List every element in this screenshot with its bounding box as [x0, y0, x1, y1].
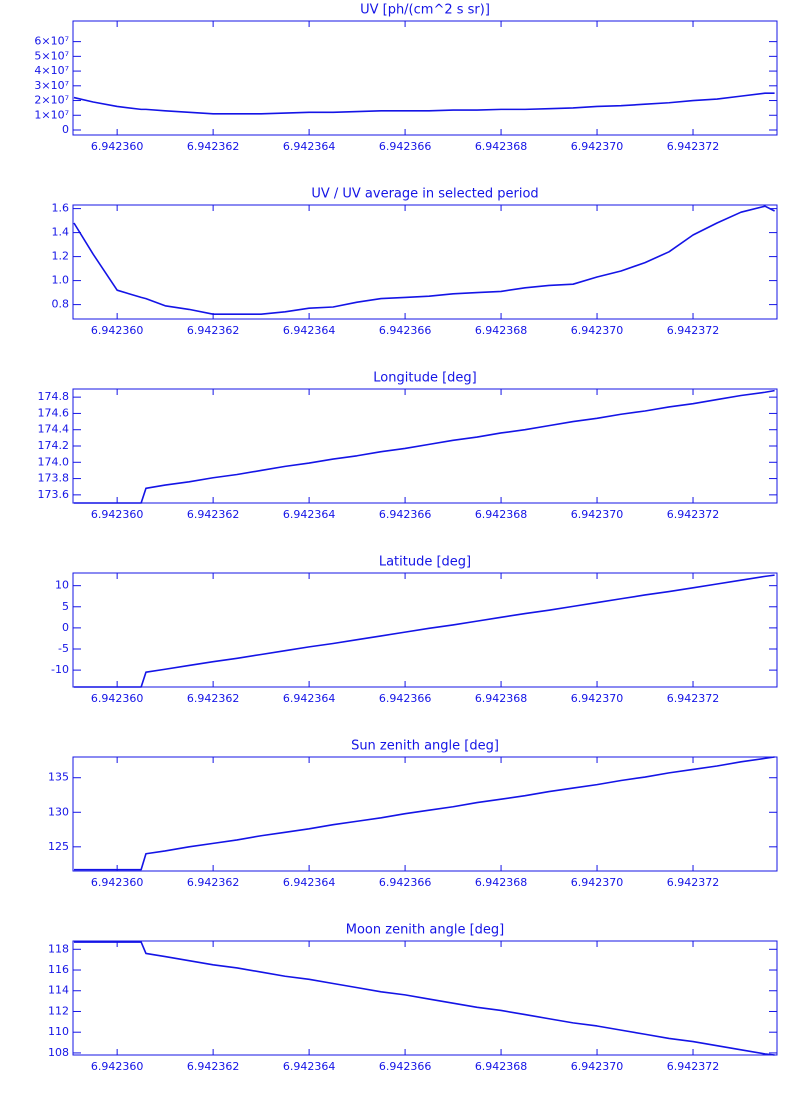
y-tick-label: 125 [48, 840, 69, 853]
x-tick-label: 6.942372 [667, 140, 720, 153]
x-tick-label: 6.942362 [187, 692, 240, 705]
y-tick-label: 0.8 [52, 298, 70, 311]
y-tick-label: 108 [48, 1046, 69, 1059]
plot-frame [72, 756, 778, 872]
x-tick-label: 6.942364 [283, 876, 336, 889]
y-tick-label: 1.2 [52, 250, 70, 263]
x-tick-label: 6.942360 [91, 324, 144, 337]
x-tick-label: 6.942366 [379, 876, 432, 889]
x-tick-label: 6.942366 [379, 1060, 432, 1073]
x-tick-label: 6.942370 [571, 508, 624, 521]
panel-title: UV [ph/(cm^2 s sr)] [360, 3, 490, 18]
y-tick-label: 130 [48, 805, 69, 818]
y-tick-label: 174.0 [38, 455, 70, 468]
x-tick-label: 6.942364 [283, 140, 336, 153]
y-tick-label: 2×10⁷ [34, 94, 69, 107]
x-tick-label: 6.942362 [187, 508, 240, 521]
y-tick-label: 1.4 [52, 226, 70, 239]
x-tick-label: 6.942360 [91, 1060, 144, 1073]
data-line [73, 205, 775, 315]
x-tick-label: 6.942370 [571, 140, 624, 153]
plot-frame [72, 572, 778, 688]
x-tick-label: 6.942360 [91, 140, 144, 153]
x-tick-label: 6.942360 [91, 508, 144, 521]
panel-title: Moon zenith angle [deg] [346, 923, 504, 938]
x-tick-label: 6.942366 [379, 324, 432, 337]
y-tick-label: 1.0 [52, 274, 70, 287]
y-tick-label: 110 [48, 1025, 69, 1038]
x-tick-label: 6.942370 [571, 692, 624, 705]
x-tick-label: 6.942372 [667, 508, 720, 521]
x-tick-label: 6.942368 [475, 140, 528, 153]
y-tick-label: 4×10⁷ [34, 64, 69, 77]
data-line [73, 389, 775, 504]
x-tick-label: 6.942370 [571, 876, 624, 889]
y-tick-label: 6×10⁷ [34, 35, 69, 48]
plot-frame [72, 940, 778, 1056]
x-tick-label: 6.942372 [667, 692, 720, 705]
x-tick-label: 6.942368 [475, 876, 528, 889]
y-tick-label: -5 [58, 642, 69, 655]
x-tick-label: 6.942368 [475, 692, 528, 705]
x-tick-label: 6.942370 [571, 1060, 624, 1073]
x-tick-label: 6.942362 [187, 876, 240, 889]
panel-title: UV / UV average in selected period [311, 187, 538, 202]
y-tick-label: 114 [48, 984, 69, 997]
plot-frame [72, 20, 778, 136]
panel-title: Sun zenith angle [deg] [351, 739, 499, 754]
y-tick-label: 112 [48, 1004, 69, 1017]
x-tick-label: 6.942360 [91, 876, 144, 889]
y-tick-label: 1×10⁷ [34, 108, 69, 121]
x-tick-label: 6.942362 [187, 324, 240, 337]
y-tick-label: 5×10⁷ [34, 49, 69, 62]
x-tick-label: 6.942362 [187, 140, 240, 153]
data-line [73, 92, 775, 115]
y-tick-label: 1.6 [52, 202, 70, 215]
y-tick-label: -10 [51, 663, 69, 676]
y-tick-label: 3×10⁷ [34, 79, 69, 92]
x-tick-label: 6.942364 [283, 1060, 336, 1073]
x-tick-label: 6.942366 [379, 692, 432, 705]
x-tick-label: 6.942372 [667, 324, 720, 337]
data-line [73, 941, 775, 1056]
x-tick-label: 6.942366 [379, 140, 432, 153]
y-tick-label: 173.8 [38, 472, 70, 485]
y-tick-label: 174.6 [38, 406, 70, 419]
y-tick-label: 135 [48, 771, 69, 784]
plot-frame [72, 204, 778, 320]
x-tick-label: 6.942368 [475, 1060, 528, 1073]
y-tick-label: 174.8 [38, 390, 70, 403]
y-tick-label: 10 [55, 579, 69, 592]
y-tick-label: 0 [62, 621, 69, 634]
panel-title: Longitude [deg] [373, 371, 476, 386]
x-tick-label: 6.942364 [283, 324, 336, 337]
x-tick-label: 6.942364 [283, 508, 336, 521]
y-tick-label: 173.6 [38, 488, 70, 501]
x-tick-label: 6.942364 [283, 692, 336, 705]
y-tick-label: 116 [48, 963, 69, 976]
y-tick-label: 118 [48, 942, 69, 955]
y-tick-label: 5 [62, 600, 69, 613]
y-tick-label: 0 [62, 123, 69, 136]
x-tick-label: 6.942368 [475, 508, 528, 521]
y-tick-label: 174.4 [38, 423, 70, 436]
panel-title: Latitude [deg] [379, 555, 471, 570]
x-tick-label: 6.942368 [475, 324, 528, 337]
x-tick-label: 6.942372 [667, 1060, 720, 1073]
y-tick-label: 174.2 [38, 439, 70, 452]
x-tick-label: 6.942366 [379, 508, 432, 521]
x-tick-label: 6.942362 [187, 1060, 240, 1073]
x-tick-label: 6.942370 [571, 324, 624, 337]
x-tick-label: 6.942372 [667, 876, 720, 889]
data-line [73, 574, 775, 688]
x-tick-label: 6.942360 [91, 692, 144, 705]
data-line [73, 756, 775, 871]
